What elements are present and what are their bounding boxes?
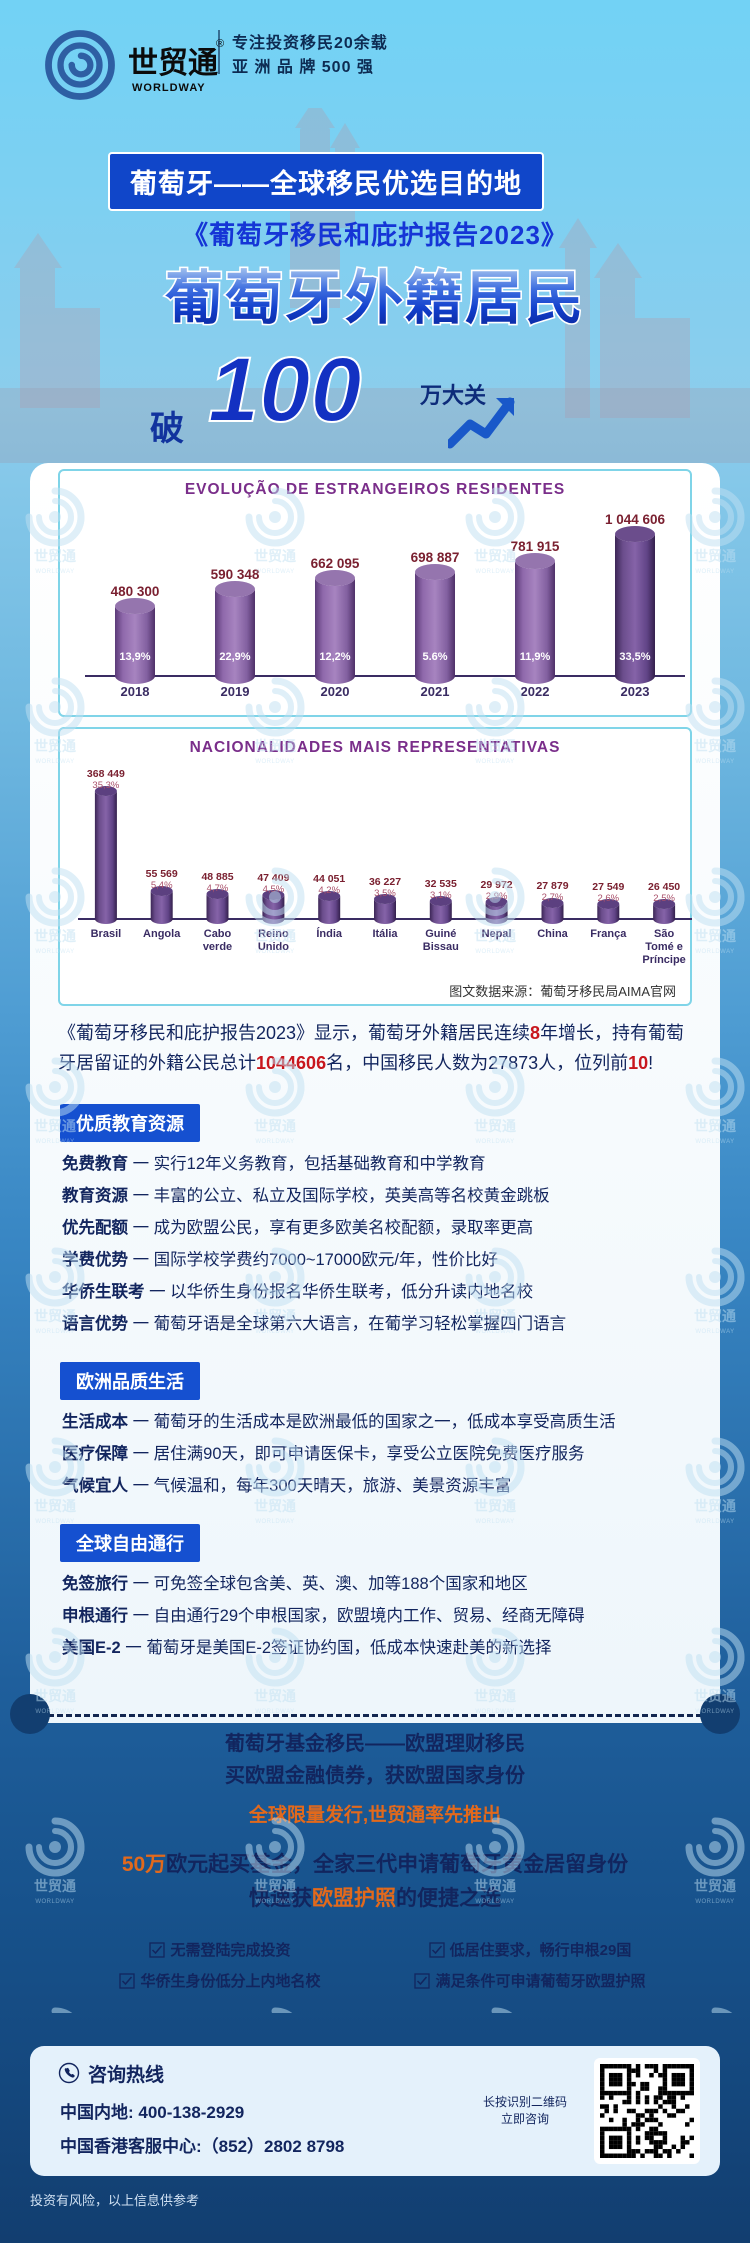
svg-text:2022: 2022 — [521, 684, 550, 699]
svg-text:12,2%: 12,2% — [319, 651, 350, 663]
svg-text:662 095: 662 095 — [311, 556, 360, 571]
svg-text:4,2%: 4,2% — [318, 885, 340, 896]
svg-text:葡萄牙外籍居民: 葡萄牙外籍居民 — [165, 266, 585, 331]
svg-text:2018: 2018 — [121, 684, 150, 699]
svg-text:2,7%: 2,7% — [542, 892, 564, 903]
svg-text:781 915: 781 915 — [511, 539, 560, 554]
svg-text:2,9%: 2,9% — [486, 891, 508, 902]
svg-text:2023: 2023 — [621, 684, 650, 699]
svg-text:48 885: 48 885 — [201, 871, 233, 883]
svg-text:698 887: 698 887 — [411, 550, 460, 565]
svg-text:Guiné: Guiné — [425, 928, 456, 940]
svg-text:5,4%: 5,4% — [151, 880, 173, 891]
svg-text:22,9%: 22,9% — [219, 651, 250, 663]
svg-text:Índia: Índia — [316, 927, 343, 940]
svg-text:1 044 606: 1 044 606 — [605, 512, 666, 527]
svg-text:China: China — [537, 928, 568, 940]
svg-text:47 409: 47 409 — [257, 872, 289, 884]
svg-text:26 450: 26 450 — [648, 881, 680, 893]
svg-text:Itália: Itália — [372, 928, 398, 940]
svg-text:verde: verde — [203, 941, 232, 953]
svg-text:29 972: 29 972 — [481, 879, 513, 891]
svg-text:São: São — [654, 928, 674, 940]
svg-text:4,5%: 4,5% — [263, 884, 285, 895]
svg-text:3,1%: 3,1% — [430, 890, 452, 901]
svg-text:3,5%: 3,5% — [374, 888, 396, 899]
svg-text:35,3%: 35,3% — [92, 780, 119, 791]
svg-text:480 300: 480 300 — [111, 584, 160, 599]
svg-text:Cabo: Cabo — [204, 928, 232, 940]
svg-text:WORLDWAY: WORLDWAY — [132, 82, 206, 94]
svg-text:27 879: 27 879 — [536, 880, 568, 892]
svg-text:2,6%: 2,6% — [597, 893, 619, 904]
svg-text:5.6%: 5.6% — [422, 651, 447, 663]
svg-text:Tomé e: Tomé e — [645, 941, 683, 953]
svg-text:Angola: Angola — [143, 928, 181, 940]
svg-text:44 051: 44 051 — [313, 873, 345, 885]
svg-text:2019: 2019 — [221, 684, 250, 699]
svg-text:32 535: 32 535 — [425, 878, 457, 890]
svg-text:2020: 2020 — [321, 684, 350, 699]
svg-text:Bissau: Bissau — [423, 941, 459, 953]
svg-text:Brasil: Brasil — [91, 928, 122, 940]
svg-text:368 449: 368 449 — [87, 768, 125, 780]
svg-text:4,7%: 4,7% — [207, 883, 229, 894]
svg-text:França: França — [590, 928, 627, 940]
svg-text:36 227: 36 227 — [369, 876, 401, 888]
svg-text:33,5%: 33,5% — [619, 651, 650, 663]
svg-text:世贸通: 世贸通 — [128, 47, 218, 80]
svg-text:2,5%: 2,5% — [653, 893, 675, 904]
svg-text:55 569: 55 569 — [146, 868, 178, 880]
svg-text:Príncipe: Príncipe — [642, 954, 685, 966]
svg-text:27 549: 27 549 — [592, 881, 624, 893]
svg-text:11,9%: 11,9% — [520, 651, 551, 663]
svg-text:590 348: 590 348 — [211, 567, 260, 582]
svg-text:13,9%: 13,9% — [119, 651, 150, 663]
svg-text:Nepal: Nepal — [482, 928, 512, 940]
svg-text:Unido: Unido — [258, 941, 289, 953]
svg-text:2021: 2021 — [421, 684, 450, 699]
svg-text:Reino: Reino — [258, 928, 289, 940]
